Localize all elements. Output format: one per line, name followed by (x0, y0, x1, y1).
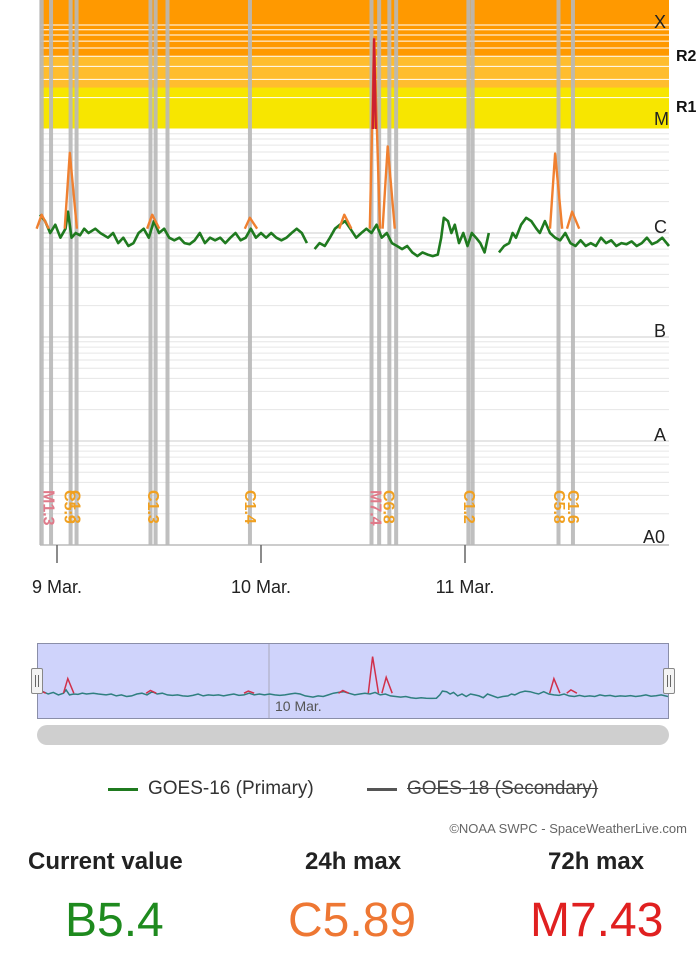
72h-max-label: 72h max (548, 848, 645, 875)
flux-chart: M1.3 C5.9C1.3 C1.3 C1.4 M7.4C6.8 C1.2 C5.8C1.6… (32, 0, 697, 597)
data-gap-bar (49, 0, 54, 545)
legend-goes16-label: GOES-16 (Primary) (148, 778, 314, 799)
flare-peak (63, 151, 79, 229)
legend-goes16[interactable]: GOES-16 (Primary) (108, 778, 314, 800)
data-gap-bar (377, 0, 382, 545)
goes16-line-segment (497, 216, 671, 254)
legend-goes18[interactable]: GOES-18 (Secondary) (367, 778, 598, 800)
flare-peak (565, 210, 581, 230)
data-gap-bar (394, 0, 399, 545)
24h-max-label: 24h max (305, 848, 402, 875)
flare-peak (548, 152, 564, 229)
data-gap-bar (165, 0, 170, 545)
flare-peak (35, 213, 50, 230)
data-gap-bar (387, 0, 392, 545)
data-gap-bar (470, 0, 475, 545)
goes16-line-segment (313, 216, 491, 258)
flare-label: C5.8 (550, 490, 567, 524)
data-gap-bars (39, 0, 575, 545)
legend-goes18-swatch (367, 787, 397, 791)
goes16-series (35, 37, 671, 258)
horizontal-gridlines (39, 0, 669, 546)
flare-peak-mclass (371, 38, 377, 130)
credit: ©NOAA SWPC - SpaceWeatherLive.com (449, 821, 687, 836)
class-label-A0: A0 (643, 527, 665, 547)
flare-label: M1.3 (39, 490, 56, 526)
data-gap-bar (153, 0, 158, 545)
navigator-series (38, 688, 668, 700)
flare-peak (338, 213, 353, 230)
flare-label: C1.6 (564, 490, 581, 524)
flare-peak (381, 145, 396, 229)
class-label-B: B (654, 321, 666, 341)
data-gap-bar (148, 0, 153, 545)
class-label-A: A (654, 425, 666, 445)
r1-band (40, 87, 669, 129)
legend: GOES-16 (Primary) GOES-18 (Secondary) (0, 778, 698, 804)
scrollbar[interactable] (37, 725, 669, 745)
class-label-M: M (654, 109, 669, 129)
flare-label: C5.9 (61, 490, 78, 524)
72h-max-value: M7.43 (530, 894, 664, 947)
flare-peak (243, 216, 259, 230)
goes16-line-segment (38, 210, 309, 248)
data-gap-bar (39, 0, 44, 545)
x-tick-label: 10 Mar. (231, 577, 291, 597)
data-gap-bar (570, 0, 575, 545)
class-labels: X M C B A A0 R2 R1 (643, 12, 697, 547)
data-gap-bar (68, 0, 73, 545)
legend-goes18-label: GOES-18 (Secondary) (407, 778, 599, 799)
range-navigator[interactable]: 10 Mar. (37, 643, 669, 719)
current-value: B5.4 (65, 894, 164, 947)
data-gap-bar (247, 0, 252, 545)
flare-labels: M1.3 C5.9C1.3 C1.3 C1.4 M7.4C6.8 C1.2 C5.8C1.6 (39, 490, 580, 526)
data-gap-bar (466, 0, 471, 545)
data-gap-bar (556, 0, 561, 545)
legend-goes16-swatch (108, 787, 138, 791)
data-gap-bar (74, 0, 79, 545)
data-gap-bar (369, 0, 374, 545)
flare-label: C6.8 (379, 490, 396, 524)
x-tick-label: 11 Mar. (436, 577, 495, 597)
navigator-peaks (38, 656, 578, 694)
class-label-C: C (654, 217, 667, 237)
blackout-label-R1: R1 (676, 99, 697, 116)
x-axis: 9 Mar. 10 Mar. 11 Mar. (32, 545, 494, 597)
navigator-date-label: 10 Mar. (275, 698, 322, 714)
flare-peak (145, 213, 161, 230)
flare-label: M7.4 (367, 490, 384, 526)
x-class-band (40, 0, 669, 25)
class-label-X: X (654, 12, 666, 32)
x-tick-label: 9 Mar. (32, 577, 82, 597)
flare-label: C1.2 (460, 490, 477, 524)
blackout-label-R2: R2 (676, 48, 697, 65)
flare-label: C1.3 (66, 490, 83, 524)
flare-label: C1.4 (241, 490, 258, 524)
flare-label: C1.3 (144, 490, 161, 524)
navigator-left-handle[interactable] (31, 668, 43, 694)
current-value-label: Current value (28, 848, 183, 875)
24h-max-value: C5.89 (288, 894, 417, 947)
navigator-right-handle[interactable] (663, 668, 675, 694)
